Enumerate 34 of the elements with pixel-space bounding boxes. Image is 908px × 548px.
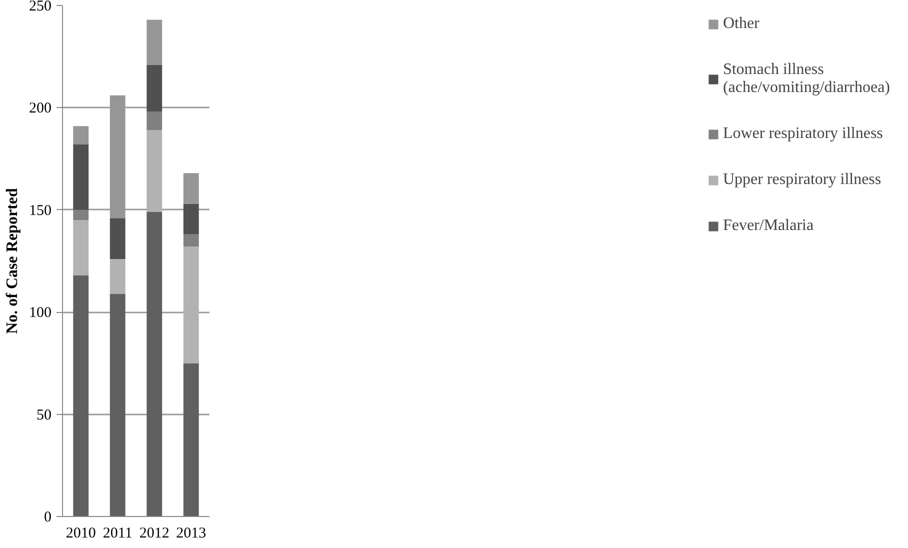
y-tick-label: 50: [36, 407, 52, 424]
bar: [73, 220, 89, 276]
bar: [146, 20, 162, 65]
y-tick-label: 100: [29, 305, 52, 322]
x-tick-label: 2013: [176, 526, 206, 542]
legend-label: Fever/Malaria: [722, 217, 814, 235]
bar: [183, 246, 199, 364]
bar: [73, 144, 89, 210]
y-tick-label: 250: [29, 0, 52, 14]
bar: [73, 275, 89, 516]
legend-label: Lower respiratory illness: [722, 125, 883, 143]
legend-label: Upper respiratory illness: [722, 171, 882, 189]
bar: [146, 212, 162, 516]
y-axis-title: No. of Case Reported: [4, 188, 21, 334]
x-tick-label: 2012: [139, 526, 170, 542]
x-tick-label: 2011: [102, 526, 132, 542]
bar: [110, 258, 126, 294]
bar: [73, 210, 89, 220]
bar: [146, 112, 162, 130]
bar: [183, 204, 199, 234]
y-tick-label: 0: [44, 510, 52, 526]
bar: [183, 363, 199, 516]
y-tick-label: 200: [29, 100, 52, 117]
bar: [110, 294, 126, 516]
bar: [183, 173, 199, 204]
bar: [146, 130, 162, 212]
y-tick-label: 150: [29, 202, 52, 219]
legend-label: Stomach illness (ache/vomiting/diarrhoea): [722, 61, 890, 97]
bar: [110, 218, 126, 259]
legend-label: Other: [722, 15, 760, 33]
bar: [146, 64, 162, 112]
bar: [183, 234, 199, 247]
x-tick-label: 2010: [66, 526, 96, 542]
bar: [73, 126, 89, 144]
